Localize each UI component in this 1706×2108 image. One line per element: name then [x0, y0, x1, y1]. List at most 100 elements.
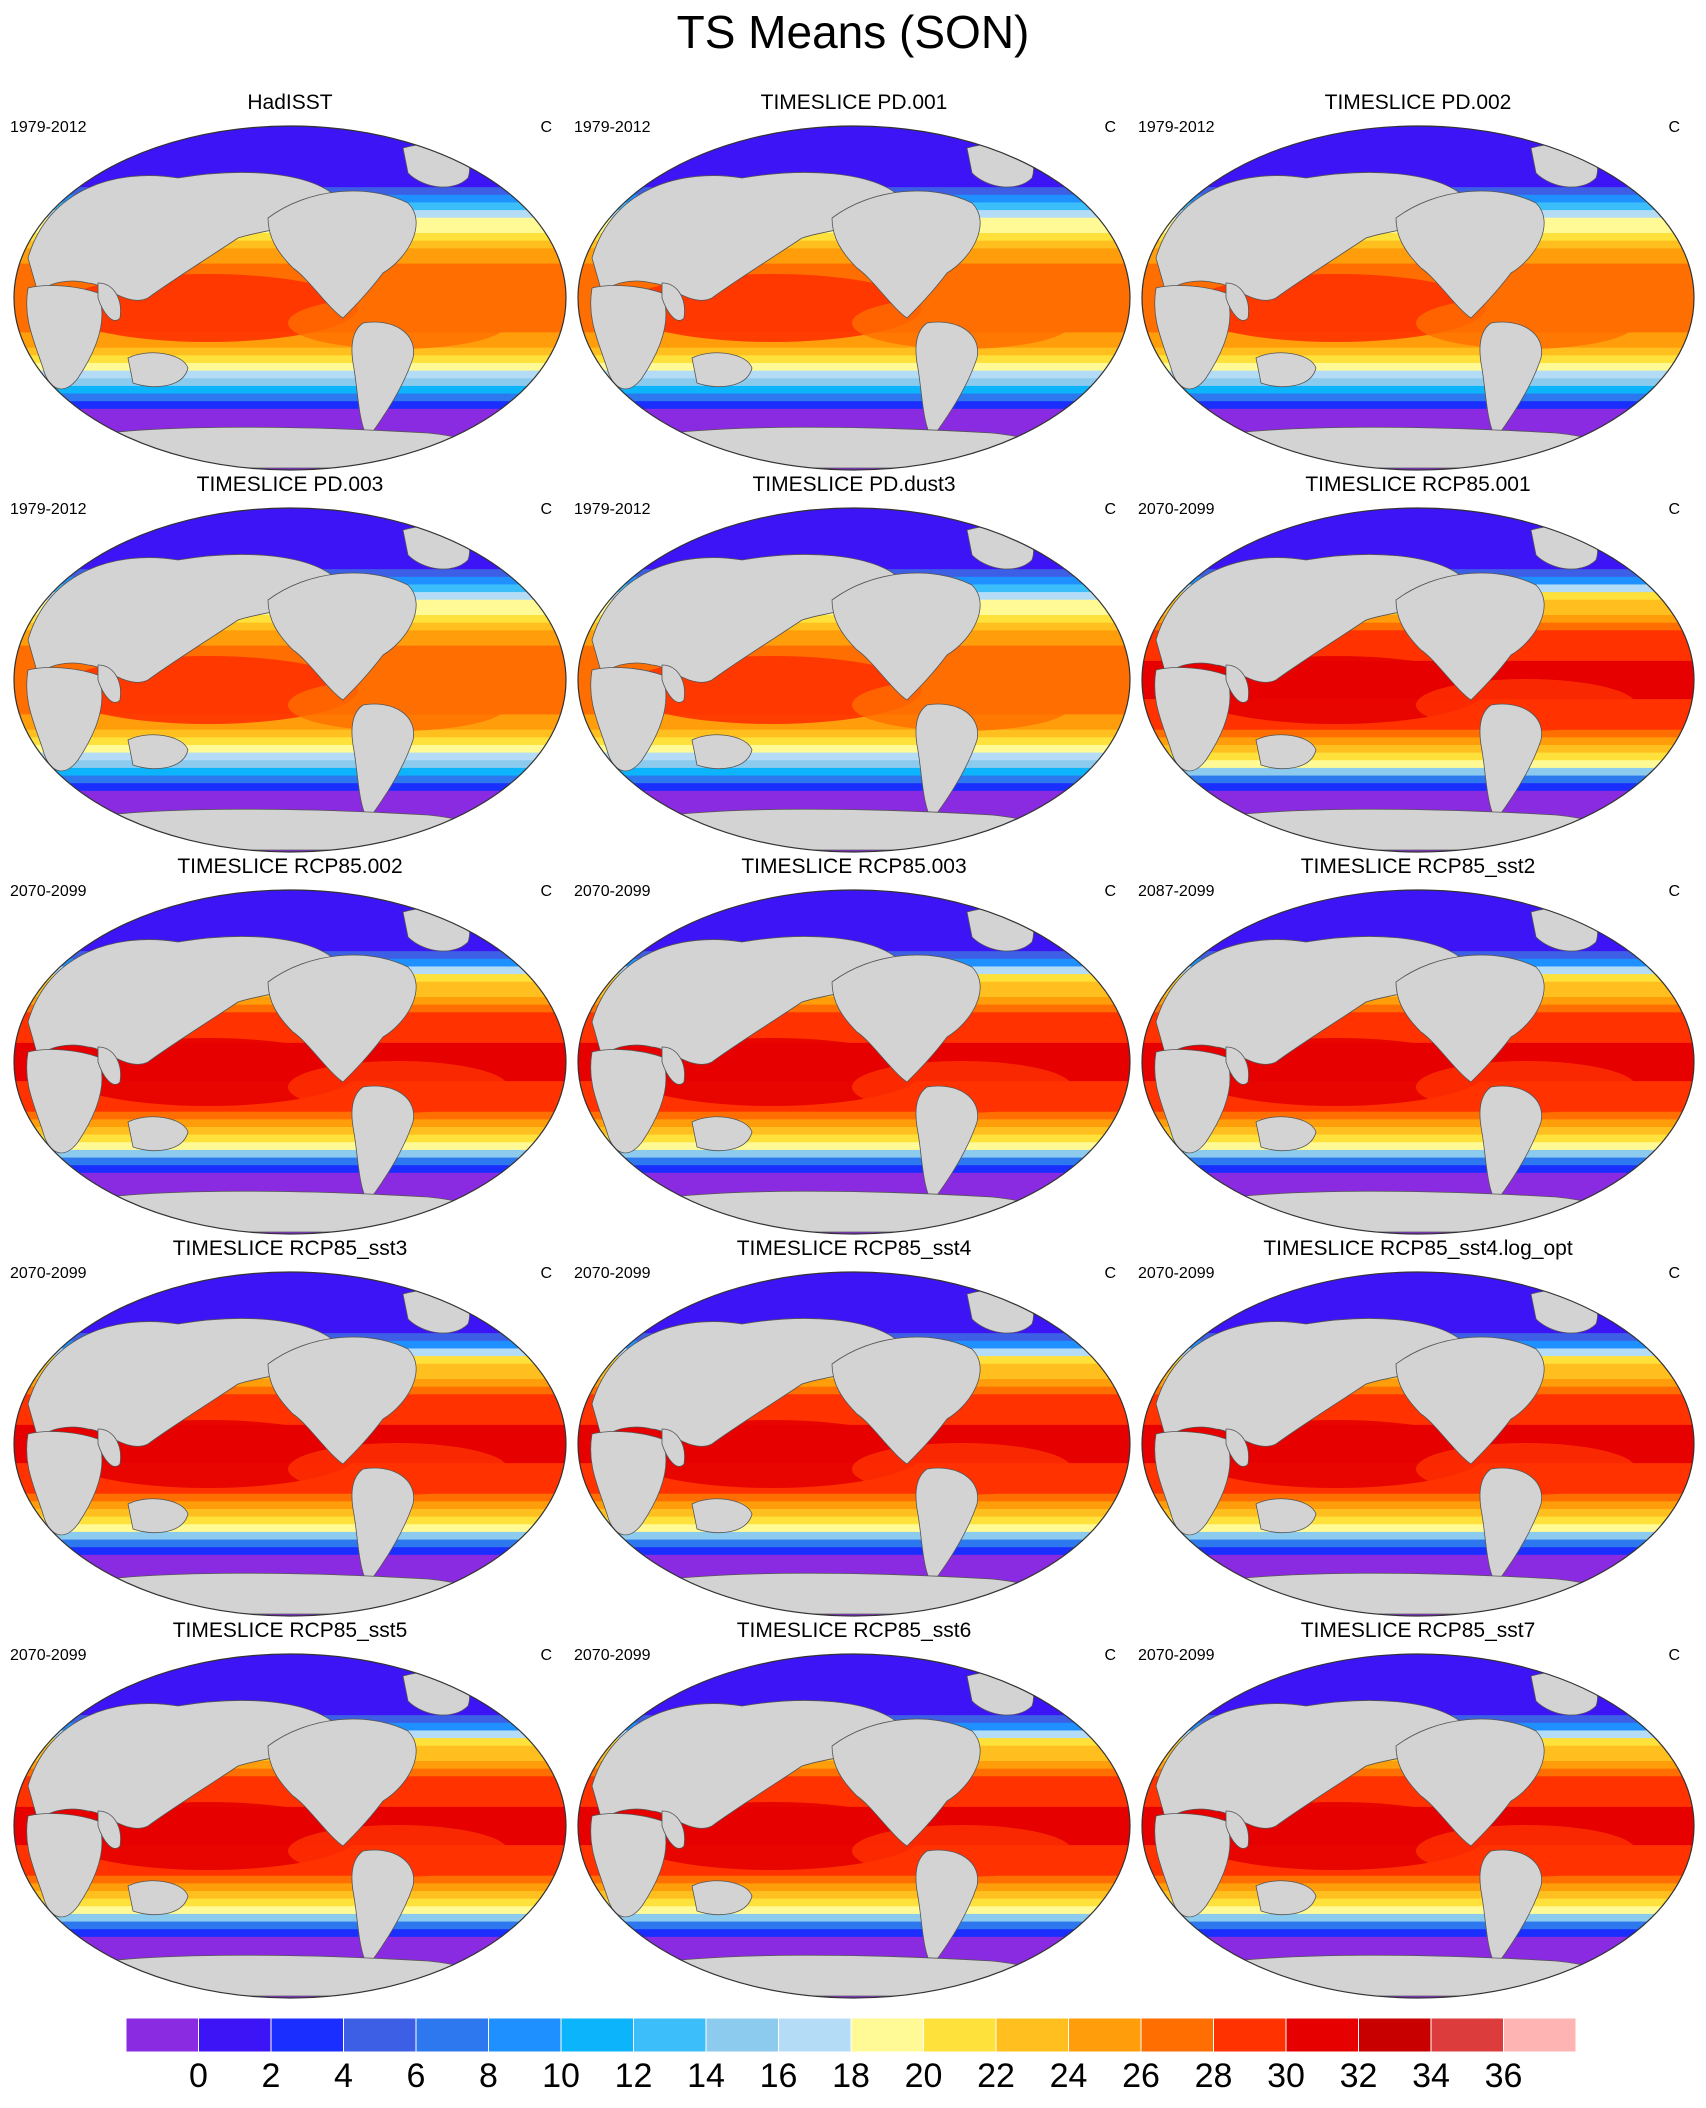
panel-period: 1979-2012	[10, 119, 87, 136]
panel-period: 2070-2099	[10, 883, 87, 900]
panel-units: C	[1104, 883, 1116, 900]
colorbar-swatch	[343, 2017, 417, 2053]
sst-map	[13, 889, 567, 1235]
sst-map	[577, 125, 1131, 471]
panel-title: TIMESLICE RCP85_sst5	[172, 1619, 408, 1642]
map-panel: TIMESLICE PD.dust3 1979-2012 C	[572, 472, 1136, 853]
map-panel: TIMESLICE RCP85.002 2070-2099 C	[8, 854, 572, 1235]
panel-title: TIMESLICE PD.003	[196, 473, 384, 496]
colorbar-tick-label: 18	[832, 2057, 870, 2095]
sst-map	[1141, 1271, 1695, 1617]
panel-title: HadISST	[247, 91, 333, 114]
colorbar-swatch	[270, 2017, 344, 2053]
panel-period: 1979-2012	[574, 501, 651, 518]
panel-units: C	[1104, 119, 1116, 136]
panel-title: TIMESLICE RCP85.001	[1305, 473, 1531, 496]
colorbar-swatch	[995, 2017, 1069, 2053]
panel-title: TIMESLICE RCP85_sst6	[736, 1619, 972, 1642]
panel-units: C	[540, 1647, 552, 1664]
map-panel: TIMESLICE RCP85_sst6 2070-2099 C	[572, 1618, 1136, 1999]
panel-period: 2070-2099	[10, 1647, 87, 1664]
colorbar-tick-label: 36	[1484, 2057, 1523, 2095]
colorbar-tick-label: 28	[1194, 2057, 1233, 2095]
panel-units: C	[1668, 501, 1680, 518]
panel-title: TIMESLICE RCP85_sst3	[172, 1237, 408, 1260]
colorbar-swatch	[125, 2017, 199, 2053]
sst-map	[13, 125, 567, 471]
sst-map	[13, 1653, 567, 1999]
panel-units: C	[1104, 1647, 1116, 1664]
colorbar-swatch	[1503, 2017, 1577, 2053]
colorbar-tick-label: 14	[687, 2057, 725, 2095]
map-panel: TIMESLICE PD.001 1979-2012 C	[572, 90, 1136, 471]
sst-map	[1141, 507, 1695, 853]
colorbar-tick-label: 26	[1122, 2057, 1160, 2095]
map-panel: TIMESLICE RCP85_sst3 2070-2099 C	[8, 1236, 572, 1617]
colorbar-tick-label: 22	[977, 2057, 1015, 2095]
colorbar-tick-label: 30	[1267, 2057, 1305, 2095]
panel-period: 2070-2099	[574, 883, 651, 900]
colorbar-swatch	[778, 2017, 852, 2053]
panel-units: C	[1104, 1265, 1116, 1282]
panel-units: C	[540, 1265, 552, 1282]
panel-period: 2070-2099	[1138, 1265, 1215, 1282]
colorbar-swatch	[705, 2017, 779, 2053]
colorbar-tick-label: 16	[759, 2057, 798, 2095]
colorbar-swatch	[1140, 2017, 1214, 2053]
map-panel: HadISST 1979-2012 C	[8, 90, 572, 471]
panel-title: TIMESLICE RCP85.003	[741, 855, 967, 878]
map-panel: TIMESLICE RCP85_sst2 2087-2099 C	[1136, 854, 1700, 1235]
panel-title: TIMESLICE RCP85_sst7	[1300, 1619, 1536, 1642]
map-panel: TIMESLICE RCP85_sst7 2070-2099 C	[1136, 1618, 1700, 1999]
colorbar-swatch	[1430, 2017, 1504, 2053]
panel-title: TIMESLICE RCP85_sst4	[736, 1237, 972, 1260]
sst-map	[577, 1271, 1131, 1617]
map-panel: TIMESLICE RCP85_sst4.log_opt 2070-2099 C	[1136, 1236, 1700, 1617]
panel-period: 2070-2099	[1138, 1647, 1215, 1664]
colorbar-labels: 0 2 4 6 8 10 12 14 16 18 20 22 24 26 28 30 32 34 36	[0, 2054, 1706, 2104]
panel-period: 1979-2012	[574, 119, 651, 136]
panel-title: TIMESLICE PD.001	[760, 91, 948, 114]
sst-map	[577, 889, 1131, 1235]
panel-period: 2070-2099	[574, 1647, 651, 1664]
map-panel: TIMESLICE RCP85.003 2070-2099 C	[572, 854, 1136, 1235]
colorbar-tick-label: 8	[479, 2057, 498, 2095]
colorbar-tick-label: 10	[542, 2057, 580, 2095]
sst-map	[1141, 1653, 1695, 1999]
colorbar-tick-label: 20	[904, 2057, 943, 2095]
colorbar-swatch	[850, 2017, 924, 2053]
panel-units: C	[540, 883, 552, 900]
colorbar-tick-label: 6	[406, 2057, 426, 2095]
panel-title: TIMESLICE PD.002	[1324, 91, 1512, 114]
panel-title: TIMESLICE RCP85_sst2	[1300, 855, 1536, 878]
panel-units: C	[1668, 119, 1680, 136]
colorbar-swatch	[488, 2017, 562, 2053]
colorbar-swatch	[923, 2017, 997, 2053]
sst-map	[13, 507, 567, 853]
sst-map	[577, 507, 1131, 853]
colorbar-swatch	[1358, 2017, 1432, 2053]
panel-units: C	[1668, 1265, 1680, 1282]
colorbar	[125, 2017, 1577, 2053]
map-panel: TIMESLICE RCP85_sst4 2070-2099 C	[572, 1236, 1136, 1617]
map-panel: TIMESLICE RCP85.001 2070-2099 C	[1136, 472, 1700, 853]
panel-period: 2070-2099	[10, 1265, 87, 1282]
colorbar-swatch	[198, 2017, 272, 2053]
panel-title: TIMESLICE RCP85_sst4.log_opt	[1263, 1237, 1573, 1260]
colorbar-tick-label: 32	[1339, 2057, 1378, 2095]
colorbar-tick-label: 4	[334, 2057, 353, 2095]
colorbar-tick-label: 34	[1412, 2057, 1450, 2095]
panel-units: C	[1668, 1647, 1680, 1664]
colorbar-swatch	[415, 2017, 489, 2053]
panel-units: C	[540, 501, 552, 518]
panel-period: 2070-2099	[574, 1265, 651, 1282]
colorbar-tick-label: 24	[1049, 2057, 1088, 2095]
colorbar-swatch	[1213, 2017, 1287, 2053]
map-panel: TIMESLICE PD.003 1979-2012 C	[8, 472, 572, 853]
colorbar-tick-label: 0	[189, 2057, 208, 2095]
sst-map	[13, 1271, 567, 1617]
panel-units: C	[1668, 883, 1680, 900]
map-panel: TIMESLICE PD.002 1979-2012 C	[1136, 90, 1700, 471]
panel-units: C	[540, 119, 552, 136]
sst-map	[577, 1653, 1131, 1999]
